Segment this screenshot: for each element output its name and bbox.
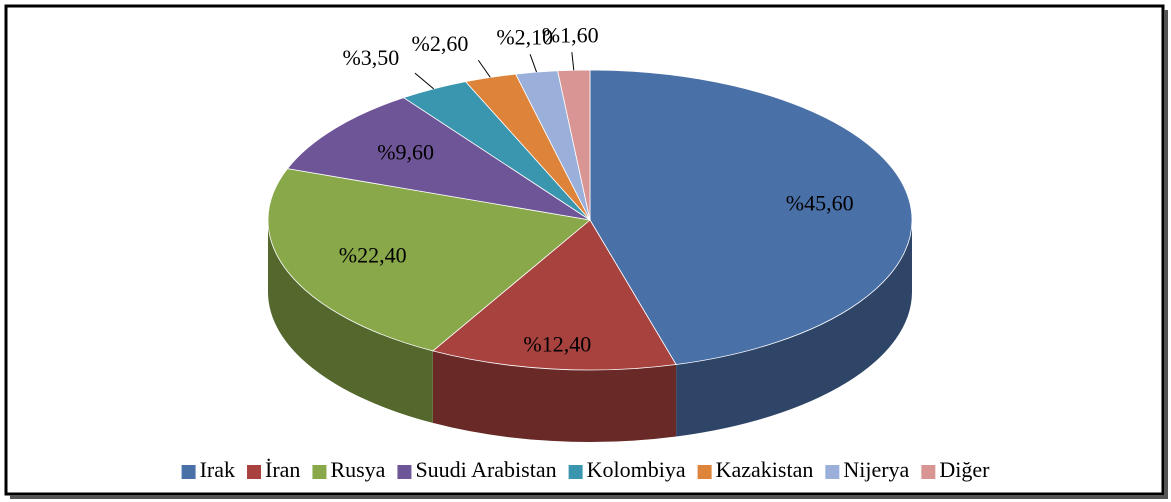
- legend-swatch: [312, 465, 327, 479]
- slice: [557, 69, 591, 221]
- slice-side: [676, 220, 912, 437]
- legend-label: Rusya: [330, 457, 385, 482]
- slice: [286, 97, 591, 221]
- slice-side: [268, 220, 433, 423]
- legend-swatch: [247, 465, 262, 479]
- legend-swatch: [825, 465, 840, 479]
- legend-label: Kolombiya: [587, 457, 686, 482]
- legend-label: Irak: [200, 457, 235, 482]
- slice-side: [432, 350, 677, 442]
- legend-swatch: [181, 465, 196, 479]
- slice: [589, 69, 913, 365]
- data-label: %2,60: [412, 31, 469, 56]
- leader-line: [529, 54, 537, 73]
- frame-shadow: [10, 495, 1165, 499]
- leader-line: [414, 72, 435, 90]
- legend-label: İran: [265, 457, 300, 482]
- data-label: %1,60: [542, 22, 599, 47]
- slice: [267, 168, 591, 352]
- legend-swatch: [397, 465, 412, 479]
- frame: [4, 4, 1165, 496]
- legend: Irak İran Rusya Suudi Arabistan Kolombiya Kaz…: [181, 457, 990, 482]
- data-label: %9,60: [377, 140, 434, 165]
- legend-swatch: [921, 465, 936, 479]
- legend-label: Nijerya: [843, 457, 909, 482]
- data-label: %12,40: [523, 332, 591, 357]
- legend-label: Suudi Arabistan: [415, 457, 556, 482]
- leader-line: [571, 52, 575, 71]
- legend-label: Diğer: [939, 457, 990, 482]
- frame-shadow: [1164, 10, 1168, 499]
- legend-label: Kazakistan: [716, 457, 814, 482]
- legend-swatch: [568, 465, 583, 479]
- legend-swatch: [697, 465, 712, 479]
- slice: [431, 219, 677, 371]
- data-label: %3,50: [342, 45, 399, 70]
- data-label: %2,10: [496, 25, 553, 50]
- data-label: %22,40: [339, 243, 407, 268]
- leader-line: [477, 59, 491, 78]
- data-label: %45,60: [786, 190, 854, 215]
